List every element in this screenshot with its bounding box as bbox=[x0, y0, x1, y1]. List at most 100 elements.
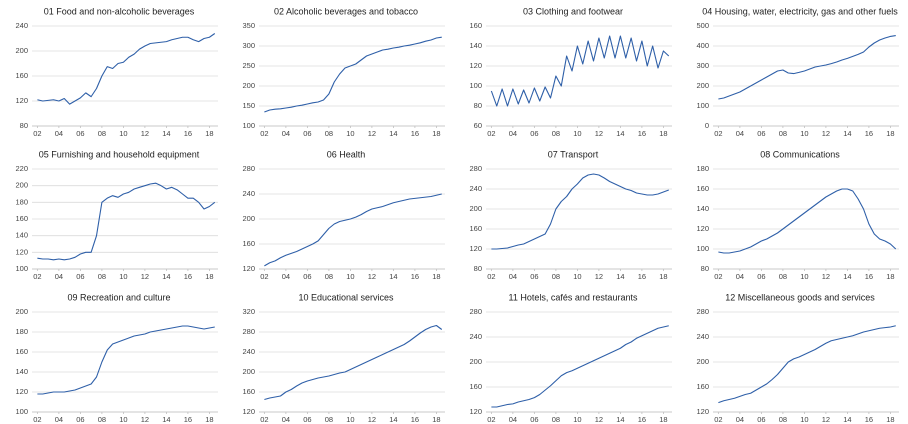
x-tick-label: 18 bbox=[659, 272, 667, 281]
y-tick-label: 100 bbox=[469, 81, 482, 90]
y-tick-label: 240 bbox=[469, 184, 482, 193]
x-tick-label: 16 bbox=[411, 415, 419, 424]
chart-panel: 01 Food and non-alcoholic beverages80120… bbox=[15, 6, 218, 138]
data-line bbox=[264, 36, 442, 113]
x-tick-label: 08 bbox=[779, 129, 787, 138]
x-tick-label: 16 bbox=[865, 129, 873, 138]
x-tick-label: 14 bbox=[616, 129, 624, 138]
x-tick-label: 18 bbox=[659, 129, 667, 138]
y-tick-label: 160 bbox=[15, 347, 28, 356]
data-line bbox=[491, 173, 669, 250]
x-tick-label: 12 bbox=[822, 415, 830, 424]
x-tick-label: 14 bbox=[843, 415, 851, 424]
chart-title: 09 Recreation and culture bbox=[67, 292, 170, 302]
y-tick-label: 160 bbox=[15, 214, 28, 223]
x-tick-label: 14 bbox=[162, 272, 170, 281]
x-tick-label: 02 bbox=[260, 272, 268, 281]
x-tick-label: 14 bbox=[616, 272, 624, 281]
x-tick-label: 10 bbox=[119, 415, 127, 424]
data-line bbox=[264, 193, 442, 267]
x-tick-label: 14 bbox=[162, 129, 170, 138]
x-tick-label: 06 bbox=[757, 415, 765, 424]
y-tick-label: 160 bbox=[242, 239, 255, 248]
chart-title: 04 Housing, water, electricity, gas and … bbox=[702, 6, 898, 16]
y-tick-label: 160 bbox=[469, 21, 482, 30]
x-tick-label: 14 bbox=[616, 415, 624, 424]
x-tick-label: 08 bbox=[325, 415, 333, 424]
x-tick-label: 10 bbox=[346, 415, 354, 424]
x-tick-label: 12 bbox=[141, 129, 149, 138]
y-tick-label: 140 bbox=[15, 367, 28, 376]
x-tick-label: 14 bbox=[389, 272, 397, 281]
y-tick-label: 200 bbox=[242, 81, 255, 90]
chart-title: 11 Hotels, cafés and restaurants bbox=[509, 292, 638, 302]
y-tick-label: 100 bbox=[15, 264, 28, 273]
y-tick-label: 220 bbox=[15, 164, 28, 173]
x-tick-label: 12 bbox=[368, 415, 376, 424]
y-tick-label: 150 bbox=[242, 101, 255, 110]
x-tick-label: 04 bbox=[55, 129, 63, 138]
y-tick-label: 120 bbox=[696, 407, 709, 416]
y-tick-label: 200 bbox=[15, 307, 28, 316]
x-tick-label: 10 bbox=[800, 129, 808, 138]
chart-title: 12 Miscellaneous goods and services bbox=[725, 292, 875, 302]
x-tick-label: 12 bbox=[141, 272, 149, 281]
x-tick-label: 10 bbox=[800, 415, 808, 424]
y-tick-label: 250 bbox=[242, 61, 255, 70]
y-tick-label: 200 bbox=[469, 204, 482, 213]
x-tick-label: 18 bbox=[886, 272, 894, 281]
x-tick-label: 10 bbox=[346, 272, 354, 281]
y-tick-label: 240 bbox=[242, 347, 255, 356]
x-tick-label: 12 bbox=[595, 129, 603, 138]
y-tick-label: 500 bbox=[696, 21, 709, 30]
x-tick-label: 04 bbox=[736, 272, 744, 281]
x-tick-label: 16 bbox=[184, 129, 192, 138]
chart-panel: 07 Transport 80 120 160 200 240 280 02 04 06 08 10 1… bbox=[469, 149, 672, 281]
x-tick-label: 06 bbox=[76, 272, 84, 281]
y-tick-label: 120 bbox=[469, 244, 482, 253]
y-tick-label: 240 bbox=[15, 21, 28, 30]
x-tick-label: 06 bbox=[757, 129, 765, 138]
x-tick-label: 10 bbox=[346, 129, 354, 138]
y-tick-label: 280 bbox=[242, 327, 255, 336]
data-line bbox=[718, 188, 897, 254]
chart-panel: 04 Housing, water, electricity, gas and … bbox=[696, 6, 899, 138]
y-tick-label: 0 bbox=[705, 121, 709, 130]
y-tick-label: 200 bbox=[242, 214, 255, 223]
x-tick-label: 18 bbox=[205, 272, 213, 281]
x-tick-label: 16 bbox=[184, 272, 192, 281]
data-line bbox=[490, 35, 670, 107]
y-tick-label: 140 bbox=[15, 231, 28, 240]
y-tick-label: 140 bbox=[696, 204, 709, 213]
x-tick-label: 12 bbox=[595, 272, 603, 281]
y-tick-label: 80 bbox=[474, 264, 482, 273]
x-tick-label: 02 bbox=[714, 129, 722, 138]
y-tick-label: 100 bbox=[696, 244, 709, 253]
y-tick-label: 200 bbox=[469, 357, 482, 366]
y-tick-label: 120 bbox=[696, 224, 709, 233]
x-tick-label: 02 bbox=[487, 272, 495, 281]
x-tick-label: 08 bbox=[98, 272, 106, 281]
x-tick-label: 08 bbox=[325, 272, 333, 281]
x-tick-label: 16 bbox=[411, 272, 419, 281]
x-tick-label: 16 bbox=[184, 415, 192, 424]
x-tick-label: 06 bbox=[76, 129, 84, 138]
x-tick-label: 12 bbox=[822, 272, 830, 281]
x-tick-label: 16 bbox=[411, 129, 419, 138]
y-tick-label: 100 bbox=[15, 407, 28, 416]
x-tick-label: 10 bbox=[573, 415, 581, 424]
y-tick-label: 280 bbox=[242, 164, 255, 173]
x-tick-label: 02 bbox=[714, 415, 722, 424]
x-tick-label: 02 bbox=[33, 129, 41, 138]
y-tick-label: 120 bbox=[15, 247, 28, 256]
x-tick-label: 08 bbox=[552, 129, 560, 138]
y-tick-label: 300 bbox=[696, 61, 709, 70]
data-line bbox=[264, 324, 443, 401]
y-tick-label: 400 bbox=[696, 41, 709, 50]
chart-panel: 05 Furnishing and household equipment100… bbox=[15, 149, 218, 281]
x-tick-label: 08 bbox=[779, 415, 787, 424]
x-tick-label: 04 bbox=[55, 272, 63, 281]
x-tick-label: 12 bbox=[595, 415, 603, 424]
chart-title: 03 Clothing and footwear bbox=[523, 6, 623, 16]
x-tick-label: 16 bbox=[865, 415, 873, 424]
